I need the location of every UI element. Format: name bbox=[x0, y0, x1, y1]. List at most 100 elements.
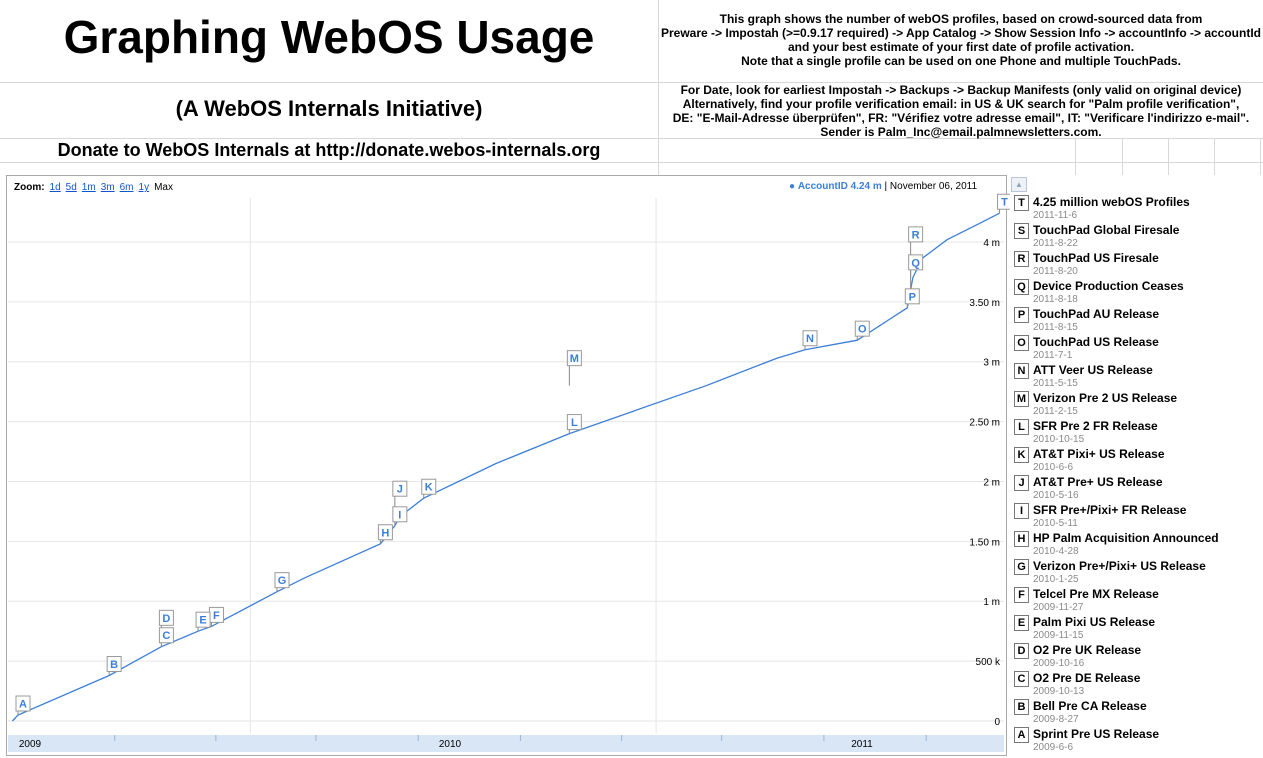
annotation-list-item[interactable]: H HP Palm Acquisition Announced 2010-4-28 bbox=[1012, 530, 1263, 558]
annotation-date: 2009-6-6 bbox=[1033, 742, 1074, 753]
annotation-date: 2009-11-27 bbox=[1033, 602, 1084, 613]
annotation-flag bbox=[421, 478, 437, 495]
annotation-list-item[interactable]: N ATT Veer US Release 2011-5-15 bbox=[1012, 362, 1263, 390]
annotation-flag bbox=[908, 254, 924, 271]
zoom-1d[interactable]: 1d bbox=[49, 182, 61, 193]
annotation-list-item[interactable]: O TouchPad US Release 2011-7-1 bbox=[1012, 334, 1263, 362]
annotation-flag-letter: O bbox=[858, 324, 867, 336]
annotation-title: AT&T Pre+ US Release bbox=[1033, 475, 1163, 489]
annotation-flag bbox=[15, 695, 31, 712]
series-value: AccountID 4.24 m bbox=[797, 181, 882, 192]
annotation-date: 2010-4-28 bbox=[1033, 546, 1079, 557]
zoom-1m[interactable]: 1m bbox=[81, 182, 96, 193]
x-tick-label: 2011 bbox=[851, 739, 873, 750]
annotation-letter: E bbox=[1014, 615, 1029, 631]
annotation-flag bbox=[904, 288, 920, 305]
annotation-title: Verizon Pre 2 US Release bbox=[1033, 391, 1178, 405]
annotation-date: 2010-10-15 bbox=[1033, 434, 1085, 445]
annotation-list-item[interactable]: K AT&T Pixi+ US Release 2010-6-6 bbox=[1012, 446, 1263, 474]
zoom-3m[interactable]: 3m bbox=[100, 182, 115, 193]
annotation-flag-letter: G bbox=[278, 575, 287, 587]
series-dot-icon: ● bbox=[789, 181, 796, 192]
annotation-date: 2010-6-6 bbox=[1033, 462, 1074, 473]
annotation-date: 2010-1-25 bbox=[1033, 574, 1079, 585]
sheet-gridline bbox=[1168, 138, 1169, 175]
annotation-date: 2009-11-15 bbox=[1033, 630, 1084, 641]
y-tick-label: 500 k bbox=[976, 657, 1001, 668]
sheet-title: Graphing WebOS Usage bbox=[63, 11, 595, 63]
annotation-flag-letter: L bbox=[571, 417, 578, 429]
sheet-gridline bbox=[1122, 138, 1123, 175]
annotation-flag bbox=[392, 506, 408, 523]
y-tick-label: 3.50 m bbox=[969, 298, 1000, 309]
annotation-list-item[interactable]: I SFR Pre+/Pixi+ FR Release 2010-5-11 bbox=[1012, 502, 1263, 530]
annotation-list-item[interactable]: F Telcel Pre MX Release 2009-11-27 bbox=[1012, 586, 1263, 614]
annotation-date: 2009-10-16 bbox=[1033, 658, 1085, 669]
annotation-flag bbox=[802, 330, 818, 347]
y-tick-label: 4 m bbox=[983, 238, 1000, 249]
annotation-list-item[interactable]: P TouchPad AU Release 2011-8-15 bbox=[1012, 306, 1263, 334]
annotation-title: Verizon Pre+/Pixi+ US Release bbox=[1033, 559, 1206, 573]
annotation-title: ATT Veer US Release bbox=[1033, 363, 1153, 377]
annotation-flag bbox=[377, 524, 393, 541]
annotation-flag-letter: P bbox=[909, 291, 916, 303]
annotation-flag bbox=[158, 627, 174, 644]
annotation-date: 2011-5-15 bbox=[1033, 378, 1078, 389]
zoom-5d[interactable]: 5d bbox=[65, 182, 77, 193]
sheet-subtitle: (A WebOS Internals Initiative) bbox=[175, 96, 483, 121]
annotation-title: Sprint Pre US Release bbox=[1033, 727, 1160, 741]
annotation-list-item[interactable]: B Bell Pre CA Release 2009-8-27 bbox=[1012, 698, 1263, 726]
zoom-1y[interactable]: 1y bbox=[138, 182, 150, 193]
annotation-letter: G bbox=[1014, 559, 1029, 575]
annotation-date: 2011-7-1 bbox=[1033, 350, 1073, 361]
annotation-list-item[interactable]: M Verizon Pre 2 US Release 2011-2-15 bbox=[1012, 390, 1263, 418]
chart-plot[interactable]: 0 500 k 1 m 1.50 m 2 m 2.50 m 3 m 3.50 m 4 m 2009… bbox=[0, 0, 1010, 758]
annotation-list-item[interactable]: C O2 Pre DE Release 2009-10-13 bbox=[1012, 670, 1263, 698]
annotation-letter: D bbox=[1014, 643, 1029, 659]
zoom-6m[interactable]: 6m bbox=[119, 182, 134, 193]
annotation-flag-letter: D bbox=[162, 613, 170, 625]
instructions-note-1: This graph shows the number of webOS pro… bbox=[659, 12, 1263, 68]
annotation-date: 2010-5-16 bbox=[1033, 490, 1079, 501]
annotation-list-item[interactable]: S TouchPad Global Firesale 2011-8-22 bbox=[1012, 222, 1263, 250]
annotation-title: O2 Pre DE Release bbox=[1033, 671, 1141, 685]
x-tick-label: 2010 bbox=[439, 739, 462, 750]
annotation-list-item[interactable]: E Palm Pixi US Release 2009-11-15 bbox=[1012, 614, 1263, 642]
instructions-line: Sender is Palm_Inc@email.palmnewsletters… bbox=[820, 125, 1102, 139]
annotation-list-item[interactable]: R TouchPad US Firesale 2011-8-20 bbox=[1012, 250, 1263, 278]
scroll-up-icon[interactable]: ▲ bbox=[1011, 177, 1027, 192]
annotation-flag bbox=[392, 480, 408, 497]
annotation-date: 2011-8-18 bbox=[1033, 294, 1078, 305]
chart-frame bbox=[6, 175, 1007, 756]
annotation-title: TouchPad AU Release bbox=[1033, 307, 1160, 321]
annotation-title: TouchPad US Release bbox=[1033, 335, 1159, 349]
annotation-letter: B bbox=[1014, 699, 1029, 715]
instructions-line: This graph shows the number of webOS pro… bbox=[719, 12, 1203, 26]
y-tick-label: 2 m bbox=[983, 477, 1000, 488]
annotation-list-item[interactable]: A Sprint Pre US Release 2009-6-6 bbox=[1012, 726, 1263, 754]
readout-separator: | bbox=[884, 181, 888, 192]
annotation-title: Bell Pre CA Release bbox=[1033, 699, 1147, 713]
annotation-flag bbox=[158, 609, 174, 626]
annotation-letter: K bbox=[1014, 447, 1029, 463]
annotation-flag-letter: I bbox=[398, 509, 401, 521]
annotation-list-item[interactable]: Q Device Production Ceases 2011-8-18 bbox=[1012, 278, 1263, 306]
annotation-letter: R bbox=[1014, 251, 1029, 267]
annotation-list-item[interactable]: D O2 Pre UK Release 2009-10-16 bbox=[1012, 642, 1263, 670]
annotation-title: Telcel Pre MX Release bbox=[1033, 587, 1159, 601]
y-tick-label: 1.50 m bbox=[969, 537, 1000, 548]
annotation-title: SFR Pre 2 FR Release bbox=[1033, 419, 1158, 433]
annotation-list-item[interactable]: L SFR Pre 2 FR Release 2010-10-15 bbox=[1012, 418, 1263, 446]
annotation-list-item[interactable]: J AT&T Pre+ US Release 2010-5-16 bbox=[1012, 474, 1263, 502]
annotation-list-item[interactable]: G Verizon Pre+/Pixi+ US Release 2010-1-25 bbox=[1012, 558, 1263, 586]
instructions-line: DE: "E-Mail-Adresse überprüfen", FR: "Vé… bbox=[672, 111, 1250, 125]
annotation-list-item[interactable]: T 4.25 million webOS Profiles 2011-11-6 bbox=[1012, 194, 1263, 222]
annotation-date: 2011-2-15 bbox=[1033, 406, 1078, 417]
sheet-gridline bbox=[1260, 138, 1261, 175]
annotation-flag-letter: B bbox=[110, 659, 118, 671]
annotation-title: O2 Pre UK Release bbox=[1033, 643, 1142, 657]
annotation-title: AT&T Pixi+ US Release bbox=[1033, 447, 1165, 461]
annotation-flag-letter: R bbox=[912, 229, 920, 241]
annotation-flag-letter: M bbox=[570, 353, 579, 365]
annotation-flag-letter: J bbox=[397, 484, 403, 496]
